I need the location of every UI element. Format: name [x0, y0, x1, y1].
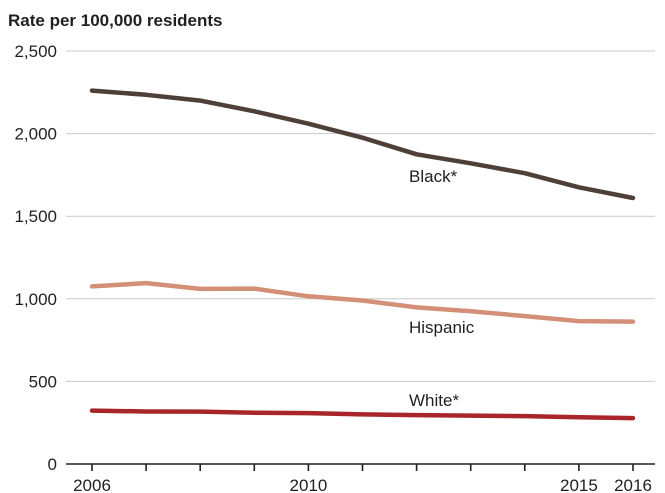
series-line	[89, 88, 636, 201]
series-line	[89, 280, 636, 324]
x-tick-label: 2015	[560, 476, 598, 493]
y-tick-label: 0	[48, 455, 57, 474]
y-tick-label: 2,500	[14, 42, 57, 61]
series-label: Hispanic	[409, 318, 475, 337]
series-lines	[89, 88, 636, 421]
x-tick-label: 2010	[289, 476, 327, 493]
x-tick-label: 2016	[614, 476, 652, 493]
y-axis-ticks: 0 500 1,000 1,500 2,000 2,500	[14, 42, 57, 474]
series-label: Black*	[409, 167, 458, 186]
y-tick-label: 500	[29, 372, 57, 391]
x-tick-label: 2006	[73, 476, 111, 493]
y-tick-label: 1,000	[14, 290, 57, 309]
gridlines	[66, 50, 655, 382]
y-axis-label: Rate per 100,000 residents	[8, 11, 223, 30]
x-axis: 2006 2010 2015 2016	[66, 463, 655, 493]
series-labels: Black* Hispanic White*	[409, 167, 475, 410]
y-tick-label: 1,500	[14, 207, 57, 226]
y-tick-label: 2,000	[14, 125, 57, 144]
series-line	[89, 408, 636, 421]
series-label: White*	[409, 391, 459, 410]
